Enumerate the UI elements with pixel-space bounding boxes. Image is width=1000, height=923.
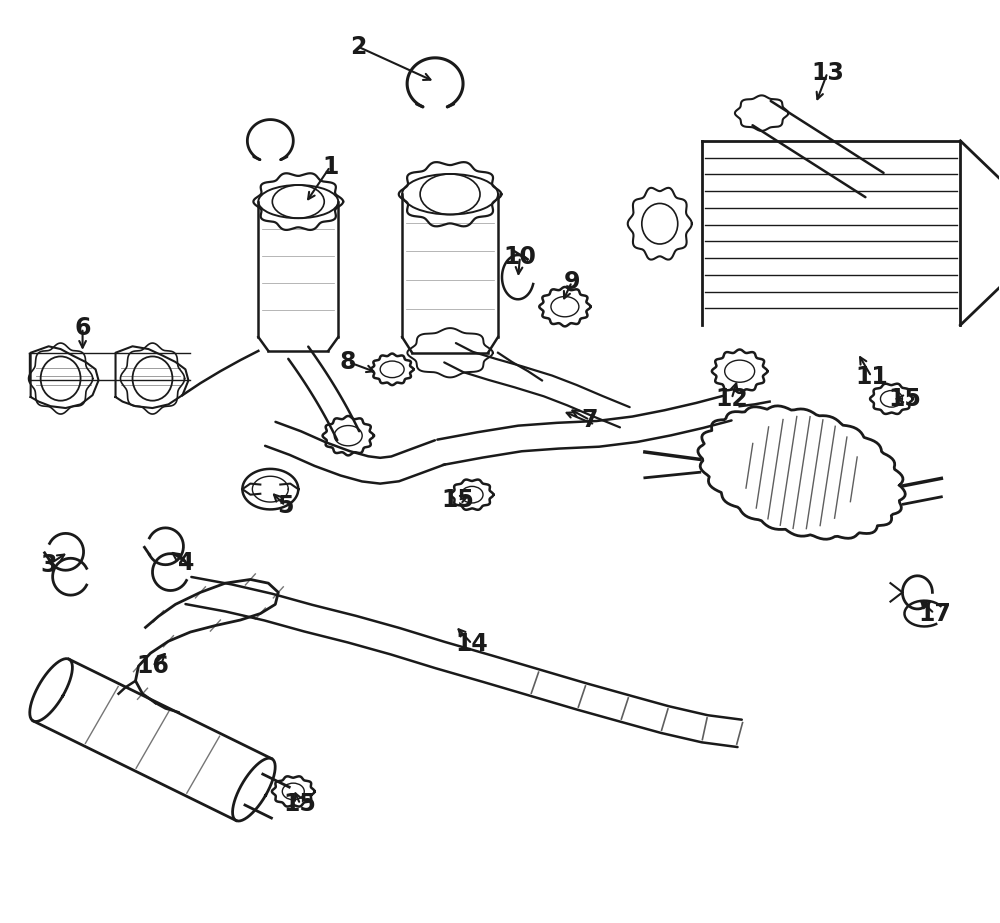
Text: 15: 15 xyxy=(442,488,474,512)
Text: 5: 5 xyxy=(277,494,294,518)
Text: 11: 11 xyxy=(855,365,888,389)
Text: 9: 9 xyxy=(564,270,580,294)
Text: 1: 1 xyxy=(322,154,338,178)
Text: 13: 13 xyxy=(811,61,844,85)
Text: 6: 6 xyxy=(74,316,91,340)
Text: 7: 7 xyxy=(582,408,598,432)
Text: 17: 17 xyxy=(918,602,951,626)
Text: 3: 3 xyxy=(40,553,57,577)
Text: 10: 10 xyxy=(504,245,536,269)
Text: 14: 14 xyxy=(456,632,488,656)
Text: 16: 16 xyxy=(136,654,169,678)
Text: 4: 4 xyxy=(178,551,195,575)
Text: 8: 8 xyxy=(340,350,356,374)
Text: 12: 12 xyxy=(715,387,748,411)
Text: 15: 15 xyxy=(888,387,921,411)
Text: 15: 15 xyxy=(284,792,317,816)
Text: 2: 2 xyxy=(350,35,366,59)
